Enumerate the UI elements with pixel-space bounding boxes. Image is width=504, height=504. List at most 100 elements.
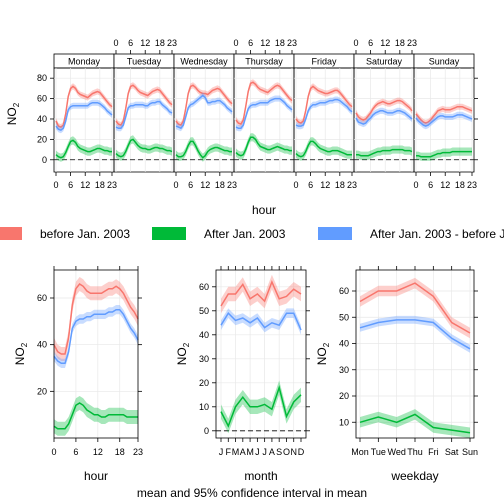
x-tick-label: 0 <box>233 38 238 48</box>
after-jan-2003-ci-band <box>356 145 412 160</box>
legend-label: After Jan. 2003 - before J <box>370 227 504 241</box>
after-jan-2003-before-j-ci-band <box>176 92 232 132</box>
legend: before Jan. 2003 After Jan. 2003 After Jan… <box>0 227 504 241</box>
x-tick-label: 12 <box>93 447 103 457</box>
x-tick-label: 0 <box>113 38 118 48</box>
x-tick-label: 12 <box>200 180 210 190</box>
x-tick-label: 23 <box>347 180 357 190</box>
y-tick-label: 20 <box>37 386 47 396</box>
after-jan-2003-ci-band <box>360 409 470 438</box>
x-axis-label: month <box>244 469 277 483</box>
strip-label-monday: Monday <box>68 57 101 67</box>
x-tick-label: M <box>232 447 240 457</box>
before-jan-2003-line <box>55 85 113 128</box>
after-jan-2003-before-j-line <box>115 100 173 129</box>
x-tick-label: 18 <box>155 38 165 48</box>
after-jan-2003-ci-band <box>236 133 292 160</box>
x-tick-label: 18 <box>395 38 405 48</box>
y-tick-label: 10 <box>339 417 349 427</box>
x-tick-label: 6 <box>188 180 193 190</box>
x-tick-label: 6 <box>128 38 133 48</box>
after-jan-2003-before-j-ci-band <box>356 107 412 128</box>
y-tick-label: 50 <box>339 312 349 322</box>
y-tick-label: 60 <box>37 94 47 104</box>
after-jan-2003-before-j-line <box>415 114 473 127</box>
after-jan-2003-line <box>55 139 112 159</box>
x-tick-label: Wed <box>387 447 405 457</box>
x-tick-label: 6 <box>308 180 313 190</box>
x-tick-label: 23 <box>287 38 297 48</box>
y-tick-label: 40 <box>199 330 209 340</box>
panel-frame <box>413 67 475 173</box>
before-jan-2003-line <box>355 99 413 121</box>
y-tick-label: 30 <box>199 354 209 364</box>
x-tick-label: 23 <box>167 38 177 48</box>
x-tick-label: 0 <box>53 180 58 190</box>
x-tick-label: J <box>219 447 224 457</box>
before-jan-2003-ci-band <box>296 83 352 127</box>
after-jan-2003-line <box>235 136 292 157</box>
y-axis-label: NO2 <box>315 342 331 365</box>
x-tick-label: 6 <box>428 180 433 190</box>
x-tick-label: 6 <box>248 38 253 48</box>
panel-wednesday: Wednesday 0 6 12 18 23 <box>173 53 237 190</box>
after-jan-2003-before-j-ci-band <box>236 95 292 132</box>
x-tick-label: 18 <box>455 180 465 190</box>
after-jan-2003-line <box>115 138 173 158</box>
after-jan-2003-ci-band <box>416 147 472 161</box>
before-jan-2003-line <box>295 85 353 124</box>
x-tick-label: J <box>262 447 267 457</box>
weekday-panel: 10 20 30 40 50 60 Mon Tue Wed Thu Fri Sat Sun weekday… <box>315 266 478 483</box>
strip-label-saturday: Saturday <box>366 57 403 67</box>
after-jan-2003-before-j-line <box>220 311 302 331</box>
x-tick-label: 12 <box>440 180 450 190</box>
x-axis-label: hour <box>252 203 276 217</box>
strip-label-wednesday: Wednesday <box>180 57 228 67</box>
x-tick-label: 0 <box>413 180 418 190</box>
x-tick-label: D <box>298 447 305 457</box>
before-jan-2003-line <box>175 84 233 127</box>
y-tick-label: 30 <box>339 365 349 375</box>
hour-panel: 20 40 60 0 6 12 18 23 hour NO2 <box>13 266 143 483</box>
after-jan-2003-before-j-line <box>175 94 233 130</box>
legend-swatch <box>152 227 186 240</box>
after-jan-2003-before-j-line <box>295 98 353 127</box>
after-jan-2003-before-j-line <box>355 110 413 125</box>
before-jan-2003-line <box>235 81 293 126</box>
legend-swatch <box>318 227 352 240</box>
panel-sunday: Sunday 0 6 12 18 23 <box>413 53 477 190</box>
x-tick-label: M <box>246 447 254 457</box>
y-tick-label: 20 <box>37 134 47 144</box>
x-tick-label: 0 <box>293 180 298 190</box>
before-jan-2003-line <box>359 282 471 334</box>
panel-monday: Monday 0 6 12 18 23 <box>53 53 117 190</box>
x-tick-label: 18 <box>335 180 345 190</box>
legend-label: before Jan. 2003 <box>40 227 130 241</box>
after-jan-2003-ci-band <box>296 137 352 161</box>
y-axis-label: NO2 <box>175 342 191 365</box>
y-tick-label: 20 <box>339 391 349 401</box>
x-tick-label: Sat <box>445 447 459 457</box>
legend-label: After Jan. 2003 <box>204 227 286 241</box>
x-axis-label: weekday <box>390 469 438 483</box>
after-jan-2003-line <box>53 402 138 430</box>
panel-tuesday: Tuesday 0 6 12 18 23 <box>113 38 177 173</box>
after-jan-2003-line <box>416 150 472 158</box>
x-axis-label: hour <box>84 469 108 483</box>
after-jan-2003-before-j-line <box>235 97 293 129</box>
x-tick-label: 6 <box>68 180 73 190</box>
y-tick-label: 20 <box>199 378 209 388</box>
x-tick-label: 6 <box>73 447 78 457</box>
y-axis-label: NO2 <box>5 102 21 125</box>
x-tick-label: J <box>255 447 260 457</box>
y-tick-label: 0 <box>42 155 47 165</box>
x-tick-label: 23 <box>133 447 143 457</box>
strip-label-friday: Friday <box>311 57 337 67</box>
before-jan-2003-line <box>115 84 173 127</box>
x-tick-label: 12 <box>320 180 330 190</box>
panel-friday: Friday 0 6 12 18 23 <box>293 53 357 190</box>
after-jan-2003-before-j-line <box>359 319 471 350</box>
after-jan-2003-line <box>175 140 232 159</box>
